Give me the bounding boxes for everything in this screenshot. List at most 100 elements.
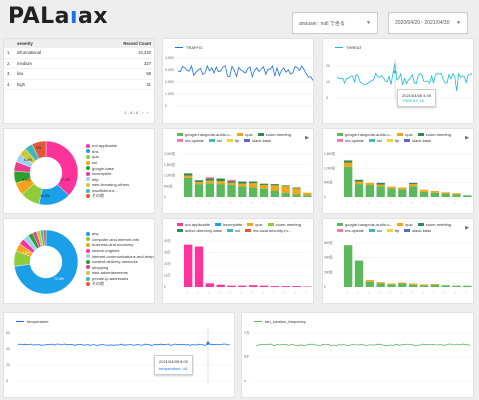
legend-item[interactable]: google-hangouts-audio-v... — [337, 132, 392, 137]
chevron-right-icon[interactable]: › — [146, 110, 148, 115]
bar-segment[interactable] — [270, 185, 279, 191]
legend-item[interactable]: active-directory-base — [177, 228, 222, 233]
bar-segment[interactable] — [205, 183, 214, 197]
bar-segment[interactable] — [194, 184, 204, 197]
legend-item[interactable]: shopping — [86, 265, 154, 271]
bar-segment[interactable] — [227, 182, 236, 185]
bar-segment[interactable] — [184, 173, 193, 176]
date-range-picker[interactable]: 2020/04/20 - 2021/04/30 ▼ — [388, 12, 468, 34]
bar-segment[interactable] — [387, 186, 396, 189]
bar-segment[interactable] — [249, 285, 258, 287]
bar-segment[interactable] — [259, 188, 269, 197]
bar-segment[interactable] — [344, 245, 353, 287]
legend-item[interactable]: ms-local-security-m... — [245, 228, 291, 233]
bar-segment[interactable] — [249, 187, 258, 197]
threat-line-chart[interactable]: 20 10 0 — [323, 39, 474, 124]
bar-segment[interactable] — [216, 284, 225, 287]
legend-item[interactable]: ms-update — [337, 228, 364, 233]
pie-slice[interactable] — [14, 229, 79, 295]
pie-chart-categories[interactable]: 72.8% 7.8% — [4, 219, 89, 304]
bar-segment[interactable] — [376, 186, 385, 197]
legend-item[interactable]: private-ip-addresses — [86, 276, 154, 282]
bar-segment[interactable] — [387, 188, 396, 197]
bar-segment[interactable] — [344, 166, 353, 197]
bar-segment[interactable] — [227, 181, 236, 183]
bar-segment[interactable] — [292, 194, 301, 197]
bar-chart-apps-3[interactable]: 600億 400億 200億 0 — — — — — — — — — — — — — [323, 219, 474, 304]
legend-item[interactable]: ms-update — [177, 138, 204, 143]
legend-item[interactable]: ssl — [368, 138, 382, 143]
traffic-line-chart[interactable]: 4,000 3,000 2,000 1,000 0 — [163, 39, 314, 124]
bar-segment[interactable] — [344, 162, 353, 167]
bar-segment[interactable] — [354, 179, 364, 182]
bar-segment[interactable] — [441, 193, 450, 197]
bar-segment[interactable] — [409, 182, 418, 185]
pie-slice[interactable] — [42, 229, 47, 247]
bar-segment[interactable] — [409, 184, 418, 187]
bar-segment[interactable] — [409, 284, 418, 287]
bar-segment[interactable] — [376, 283, 385, 287]
bar-segment[interactable] — [441, 192, 450, 194]
bar-segment[interactable] — [205, 283, 214, 287]
bar-segment[interactable] — [398, 282, 407, 284]
legend-item[interactable]: quic — [86, 154, 129, 160]
legend-item[interactable]: insufficient-d... — [86, 188, 129, 194]
legend-item[interactable]: ssl — [368, 228, 382, 233]
legend-item[interactable]: ssl — [208, 138, 222, 143]
table-row[interactable]: 1. informational 10,220 — [4, 48, 154, 59]
bar-segment[interactable] — [303, 195, 312, 197]
legend-item[interactable]: http — [86, 177, 129, 183]
legend-item[interactable]: incomplete — [214, 222, 242, 227]
bar-segment[interactable] — [376, 182, 385, 185]
legend-item[interactable]: zoom-meeting — [417, 132, 451, 137]
bar-chart-sessions[interactable]: 40万 30万 20万 10万 0 — — — — — — — — — — — — — [163, 219, 314, 304]
legend-next-icon[interactable]: ▶ — [305, 135, 309, 141]
bar-segment[interactable] — [238, 181, 247, 184]
legend-item[interactable]: dns — [86, 149, 129, 155]
legend-item[interactable]: ftp — [226, 138, 239, 143]
bar-segment[interactable] — [227, 184, 236, 197]
bar-segment[interactable] — [205, 177, 214, 179]
bar-segment[interactable] — [365, 279, 374, 282]
bar-segment[interactable] — [376, 282, 385, 284]
bar-segment[interactable] — [227, 285, 236, 287]
bar-segment[interactable] — [227, 179, 236, 182]
bar-segment[interactable] — [398, 283, 407, 287]
bar-segment[interactable] — [270, 184, 279, 186]
legend-item[interactable]: ssl — [227, 228, 240, 233]
bar-segment[interactable] — [430, 192, 439, 197]
legend-item[interactable]: web-advertisements — [86, 270, 154, 276]
bar-segment[interactable] — [409, 283, 418, 285]
bar-segment[interactable] — [281, 185, 290, 187]
bar-segment[interactable] — [387, 284, 396, 287]
legend-item[interactable]: quic — [237, 132, 253, 137]
legend-item[interactable]: slack-base — [404, 228, 431, 233]
legend-item[interactable]: zoom-meeting — [257, 132, 291, 137]
bar-segment[interactable] — [430, 283, 439, 285]
bar-segment[interactable] — [270, 286, 279, 287]
bar-segment[interactable] — [184, 177, 193, 197]
legend-item[interactable]: quic — [247, 222, 263, 227]
bar-chart-apps-2[interactable]: 1,500億 1,000億 500億 0 — — — — — — — — — — — — — [323, 129, 474, 214]
bar-segment[interactable] — [419, 191, 429, 197]
bar-segment[interactable] — [419, 284, 429, 286]
bar-segment[interactable] — [419, 285, 429, 287]
bar-segment[interactable] — [270, 190, 279, 197]
legend-item[interactable]: content-delivery-networks — [86, 259, 154, 265]
legend-item[interactable]: internet-communications-and-telephony — [86, 253, 154, 259]
bar-segment[interactable] — [292, 188, 301, 195]
bar-segment[interactable] — [292, 286, 301, 287]
bar-segment[interactable] — [463, 195, 472, 197]
legend-item[interactable]: not-applicable — [86, 143, 129, 149]
bar-segment[interactable] — [249, 183, 258, 188]
legend-item[interactable]: その他 — [86, 281, 154, 287]
legend-item[interactable]: ssl — [86, 160, 129, 166]
bar-segment[interactable] — [452, 285, 461, 287]
bar-segment[interactable] — [292, 187, 301, 189]
legend-item[interactable]: google-base — [86, 165, 129, 171]
legend-item[interactable]: quic — [397, 132, 413, 137]
filter-dropdown[interactable]: anousei : null で含る ▼ — [292, 12, 378, 34]
bar-segment[interactable] — [398, 189, 407, 197]
bar-segment[interactable] — [238, 186, 247, 197]
column-header-severity[interactable]: severity — [14, 39, 80, 48]
